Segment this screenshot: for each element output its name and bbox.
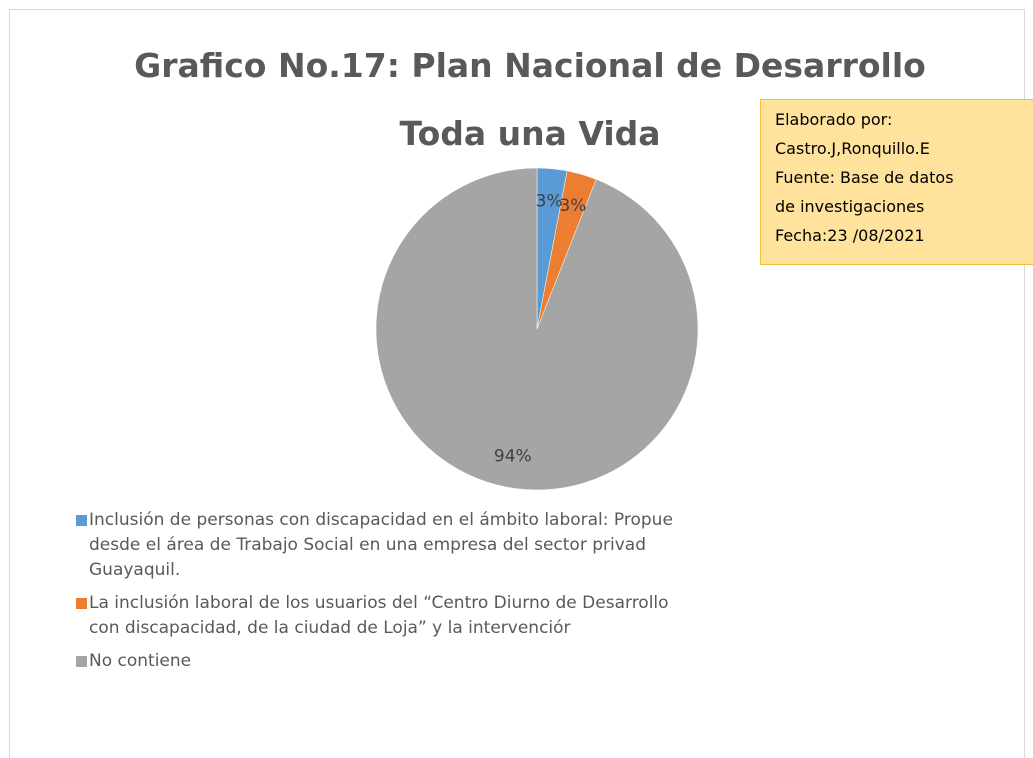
legend-swatch — [76, 598, 87, 609]
data-label: 3% — [559, 196, 586, 216]
chart-border — [9, 9, 1025, 758]
note-box — [760, 99, 1033, 265]
note-text: Castro.J,Ronquillo.E — [775, 139, 930, 158]
legend-label: No contiene — [89, 651, 192, 671]
chart-title: Grafico No.17: Plan Nacional de Desarrol… — [134, 46, 926, 85]
legend-label: La inclusión laboral de los usuarios del… — [89, 593, 669, 638]
note-text: Fecha:23 /08/2021 — [775, 226, 925, 245]
legend: Inclusión de personas con discapacidad e… — [76, 508, 773, 682]
legend-entry: Inclusión de personas con discapacidad e… — [76, 508, 773, 583]
legend-swatch — [76, 515, 87, 526]
chart-title: Toda una Vida — [399, 114, 660, 153]
note-text: de investigaciones — [775, 197, 924, 216]
legend-label: Inclusión de personas con discapacidad e… — [89, 510, 673, 580]
legend-entry: No contiene — [76, 649, 773, 674]
legend-entry: La inclusión laboral de los usuarios del… — [76, 591, 773, 641]
data-label: 94% — [494, 447, 532, 467]
legend-swatch — [76, 656, 87, 667]
pie-slice — [375, 167, 699, 491]
note-text: Elaborado por: — [775, 110, 892, 129]
note-text: Fuente: Base de datos — [775, 168, 954, 187]
data-label: 3% — [536, 192, 563, 212]
